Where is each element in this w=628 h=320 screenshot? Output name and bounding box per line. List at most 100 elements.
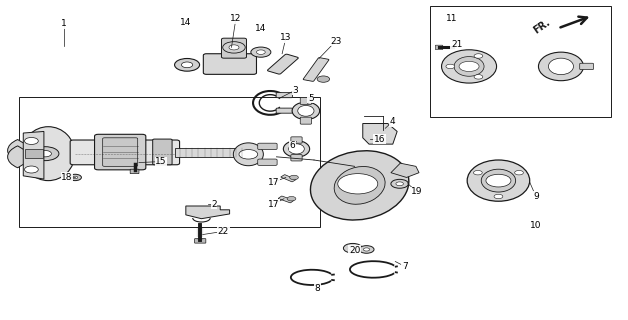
Text: 5: 5: [308, 94, 314, 103]
Text: 11: 11: [446, 14, 457, 23]
Circle shape: [359, 246, 374, 253]
Ellipse shape: [22, 127, 75, 180]
Circle shape: [364, 248, 370, 251]
Circle shape: [486, 174, 511, 187]
Ellipse shape: [234, 143, 263, 166]
FancyBboxPatch shape: [281, 175, 296, 182]
Text: 9: 9: [533, 192, 539, 201]
FancyBboxPatch shape: [580, 63, 593, 69]
Circle shape: [24, 138, 38, 144]
Circle shape: [317, 76, 330, 82]
Text: 20: 20: [349, 246, 360, 255]
Ellipse shape: [334, 166, 385, 204]
FancyBboxPatch shape: [257, 159, 277, 165]
Text: 13: 13: [280, 33, 291, 42]
FancyBboxPatch shape: [203, 54, 256, 74]
FancyBboxPatch shape: [70, 140, 180, 165]
Circle shape: [446, 64, 455, 69]
FancyBboxPatch shape: [102, 138, 138, 166]
Circle shape: [514, 171, 523, 175]
Text: 2: 2: [211, 200, 217, 209]
Polygon shape: [363, 124, 397, 144]
Circle shape: [73, 176, 78, 179]
Circle shape: [396, 182, 403, 186]
Circle shape: [474, 171, 482, 175]
Text: 12: 12: [230, 14, 242, 23]
Text: FR.: FR.: [531, 18, 551, 36]
FancyBboxPatch shape: [276, 92, 293, 98]
Ellipse shape: [289, 144, 305, 154]
Wedge shape: [8, 146, 36, 168]
Text: 7: 7: [402, 262, 408, 271]
Wedge shape: [8, 140, 36, 161]
Ellipse shape: [548, 58, 573, 75]
Circle shape: [459, 61, 479, 71]
Circle shape: [349, 246, 357, 251]
Bar: [175, 148, 244, 157]
Bar: [19, 97, 320, 227]
Circle shape: [474, 54, 483, 58]
FancyBboxPatch shape: [291, 155, 302, 161]
Circle shape: [223, 42, 245, 53]
Circle shape: [175, 59, 200, 71]
Circle shape: [474, 75, 483, 79]
FancyBboxPatch shape: [268, 54, 298, 74]
FancyBboxPatch shape: [300, 117, 311, 124]
Circle shape: [256, 50, 265, 54]
Ellipse shape: [292, 102, 320, 120]
Circle shape: [31, 147, 59, 161]
FancyBboxPatch shape: [276, 108, 293, 113]
FancyBboxPatch shape: [303, 58, 329, 81]
FancyBboxPatch shape: [95, 134, 146, 170]
Text: 16: 16: [374, 135, 386, 144]
FancyBboxPatch shape: [435, 45, 443, 50]
Circle shape: [251, 47, 271, 57]
Circle shape: [391, 179, 408, 188]
Text: 6: 6: [290, 141, 295, 150]
Text: 22: 22: [218, 227, 229, 236]
Text: 21: 21: [451, 40, 462, 49]
Text: 18: 18: [62, 173, 73, 182]
FancyBboxPatch shape: [278, 196, 294, 203]
Text: 1: 1: [61, 19, 67, 28]
Text: 19: 19: [411, 187, 423, 196]
Ellipse shape: [441, 50, 497, 83]
FancyBboxPatch shape: [300, 98, 311, 105]
Text: 15: 15: [155, 157, 166, 166]
Circle shape: [344, 244, 362, 253]
Ellipse shape: [467, 160, 529, 201]
Circle shape: [338, 174, 378, 194]
Text: 3: 3: [293, 86, 298, 95]
Ellipse shape: [454, 57, 484, 76]
Circle shape: [181, 62, 193, 68]
FancyBboxPatch shape: [130, 169, 139, 174]
Ellipse shape: [310, 151, 409, 220]
FancyBboxPatch shape: [257, 143, 277, 149]
Text: 17: 17: [268, 178, 279, 187]
Bar: [430, 6, 611, 117]
Circle shape: [239, 149, 257, 159]
FancyBboxPatch shape: [153, 139, 172, 165]
Polygon shape: [391, 163, 419, 178]
Ellipse shape: [538, 52, 583, 81]
Polygon shape: [186, 206, 230, 219]
Ellipse shape: [283, 141, 310, 157]
Circle shape: [24, 166, 38, 173]
FancyBboxPatch shape: [222, 38, 246, 58]
Text: 8: 8: [314, 284, 320, 293]
Circle shape: [290, 175, 298, 180]
Bar: [25, 149, 43, 158]
Polygon shape: [23, 132, 44, 179]
Text: 14: 14: [255, 24, 266, 33]
Circle shape: [39, 150, 51, 157]
Circle shape: [494, 194, 503, 199]
Text: 4: 4: [389, 117, 395, 126]
Ellipse shape: [481, 169, 516, 192]
Circle shape: [69, 174, 82, 180]
Circle shape: [287, 196, 296, 201]
Text: 23: 23: [330, 36, 342, 45]
FancyBboxPatch shape: [195, 239, 206, 243]
Circle shape: [229, 45, 239, 50]
Ellipse shape: [298, 105, 314, 116]
Text: 10: 10: [530, 220, 542, 229]
